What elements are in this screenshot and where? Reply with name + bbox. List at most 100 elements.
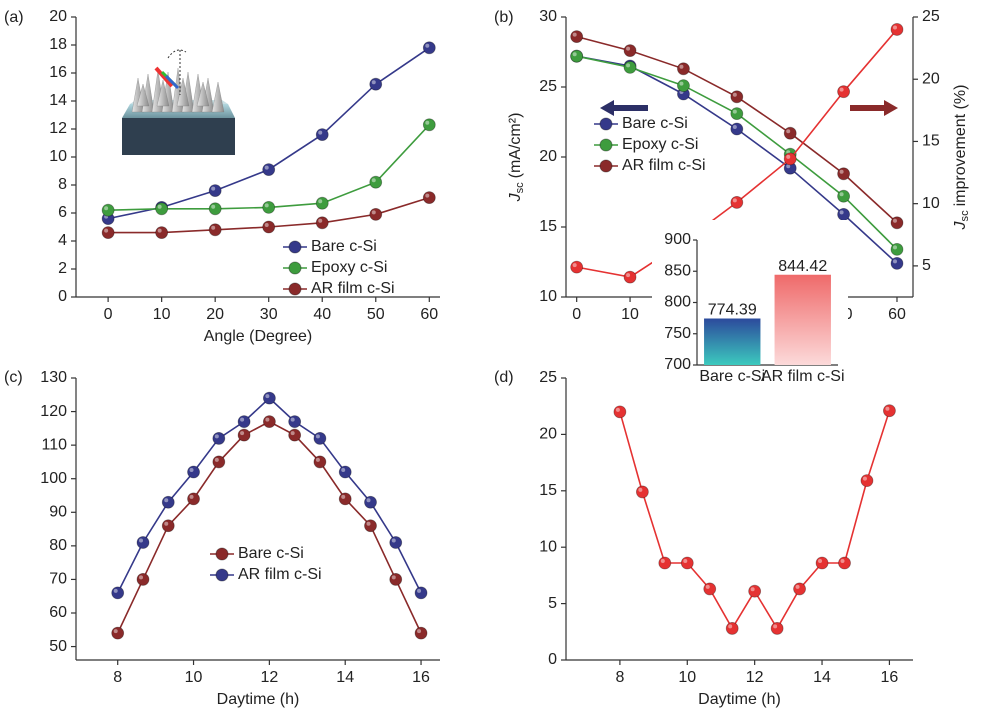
data-point — [784, 127, 796, 139]
point-highlight — [751, 587, 755, 591]
data-point — [156, 203, 168, 215]
data-point — [731, 196, 743, 208]
point-highlight — [863, 477, 867, 481]
y-tick-label: 12 — [49, 120, 67, 137]
point-highlight — [265, 394, 269, 398]
y-tick-label: 16 — [49, 64, 67, 81]
point-highlight — [114, 589, 118, 593]
point-highlight — [683, 559, 687, 563]
data-point — [188, 466, 200, 478]
y-tick-label: 80 — [49, 537, 67, 554]
legend-label: Epoxy c-Si — [622, 136, 698, 153]
point-highlight — [240, 431, 244, 435]
y-tick-label: 900 — [664, 231, 691, 248]
data-point — [289, 416, 301, 428]
data-point — [316, 197, 328, 209]
legend-label: AR film c-Si — [311, 280, 395, 297]
panel-label: (d) — [494, 369, 514, 386]
point-highlight — [417, 629, 421, 633]
point-highlight — [164, 498, 168, 502]
y-tick-label: 5 — [548, 595, 557, 612]
data-point — [704, 583, 716, 595]
legend-label: Epoxy c-Si — [311, 259, 387, 276]
y-tick-label: 10 — [539, 288, 557, 305]
data-point — [162, 496, 174, 508]
point-highlight — [139, 539, 143, 543]
panel-label: (a) — [4, 9, 24, 26]
data-point — [137, 537, 149, 549]
y-tick-label: 10 — [49, 148, 67, 165]
data-point — [263, 416, 275, 428]
y-tick-label: 4 — [58, 232, 67, 249]
legend-marker — [600, 160, 612, 172]
y-tick-label: 20 — [539, 426, 557, 443]
point-highlight — [366, 522, 370, 526]
x-tick-label: 16 — [412, 669, 430, 686]
point-highlight — [215, 458, 219, 462]
point-highlight — [104, 206, 108, 210]
point-highlight — [164, 522, 168, 526]
y-tick-label: 800 — [664, 294, 691, 311]
data-point — [749, 585, 761, 597]
y-tick-label: 10 — [539, 538, 557, 555]
data-point — [636, 486, 648, 498]
data-point — [571, 50, 583, 62]
x-tick-label: 20 — [206, 306, 224, 323]
left-arrow — [600, 100, 648, 116]
point-highlight — [425, 121, 429, 125]
point-highlight — [139, 575, 143, 579]
axis-title-subscript: sc — [514, 182, 526, 194]
data-point — [838, 168, 850, 180]
point-highlight — [728, 624, 732, 628]
data-point — [162, 520, 174, 532]
legend-marker — [216, 548, 228, 560]
data-point — [112, 587, 124, 599]
data-point — [209, 203, 221, 215]
point-highlight — [114, 629, 118, 633]
x-tick-label: 60 — [420, 306, 438, 323]
point-highlight — [425, 194, 429, 198]
bar — [704, 319, 760, 365]
data-point — [571, 261, 583, 273]
point-highlight — [893, 25, 897, 29]
panel-label: (b) — [494, 9, 514, 26]
point-highlight — [679, 65, 683, 69]
x-tick-label: 10 — [153, 306, 171, 323]
y-tick-label: 20 — [49, 8, 67, 25]
y-tick-label: 120 — [40, 403, 67, 420]
y-tick-label: 25 — [539, 369, 557, 386]
x-tick-label: 40 — [313, 306, 331, 323]
point-highlight — [840, 88, 844, 92]
y-tick-label: 50 — [49, 638, 67, 655]
data-point — [681, 557, 693, 569]
y-tick-label: 110 — [41, 436, 67, 453]
data-point — [364, 520, 376, 532]
data-point — [238, 416, 250, 428]
x-tick-label: 12 — [260, 669, 278, 686]
x-tick-label: 12 — [746, 669, 764, 686]
data-point — [624, 271, 636, 283]
bar — [775, 275, 831, 365]
point-highlight — [893, 219, 897, 223]
data-point — [891, 23, 903, 35]
y-tick-label: 0 — [548, 651, 557, 668]
x-tick-label: 8 — [113, 669, 122, 686]
data-point — [891, 257, 903, 269]
legend-label: Bare c-Si — [311, 238, 377, 255]
axis-title: Jsc(mA/cm²) — [507, 113, 526, 203]
point-highlight — [190, 468, 194, 472]
x-tick-label: 10 — [678, 669, 696, 686]
data-point — [102, 204, 114, 216]
point-highlight — [372, 210, 376, 214]
data-point — [624, 61, 636, 73]
point-highlight — [679, 82, 683, 86]
point-highlight — [786, 155, 790, 159]
point-highlight — [190, 495, 194, 499]
data-point — [726, 622, 738, 634]
point-highlight — [616, 408, 620, 412]
point-highlight — [417, 589, 421, 593]
point-highlight — [733, 110, 737, 114]
legend-label: AR film c-Si — [622, 157, 706, 174]
point-highlight — [573, 33, 577, 37]
